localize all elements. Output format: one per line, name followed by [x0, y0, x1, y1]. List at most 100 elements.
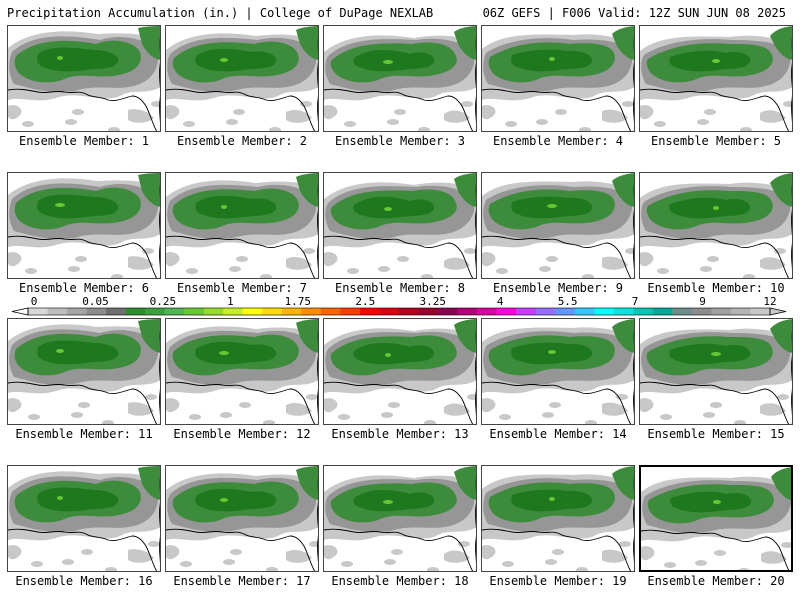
colorbar-tick-label: 0.05	[82, 297, 109, 308]
colorbar-swatch	[652, 308, 673, 315]
ensemble-member-map[interactable]	[639, 318, 793, 425]
colorbar-min-arrow	[11, 307, 29, 316]
colorbar-tick-label: 2.5	[355, 297, 375, 308]
colorbar-swatch	[711, 308, 732, 315]
ensemble-member-map[interactable]	[165, 465, 319, 572]
ensemble-member-map[interactable]	[481, 172, 635, 279]
colorbar-swatch	[399, 308, 419, 315]
ensemble-member-label: Ensemble Member: 14	[489, 427, 627, 441]
colorbar-tick-label: 3.25	[419, 297, 446, 308]
ensemble-member-map[interactable]	[7, 172, 161, 279]
ensemble-member-label: Ensemble Member: 5	[650, 134, 782, 148]
colorbar-swatch	[242, 308, 263, 315]
ensemble-member-label: Ensemble Member: 19	[489, 574, 627, 588]
precip-map-graphic	[166, 26, 318, 131]
ensemble-member-label: Ensemble Member: 16	[15, 574, 153, 588]
colorbar-swatch	[28, 308, 48, 315]
colorbar-swatch	[594, 308, 615, 315]
precip-map-graphic	[640, 319, 792, 424]
ensemble-member-map[interactable]	[481, 318, 635, 425]
colorbar-swatch	[555, 308, 576, 315]
colorbar-tick-label: 1.75	[285, 297, 312, 308]
precip-map-graphic	[8, 466, 160, 571]
colorbar-swatch	[691, 308, 712, 315]
colorbar-swatch	[262, 308, 283, 315]
ensemble-member-label: Ensemble Member: 13	[331, 427, 469, 441]
precip-map-graphic	[324, 26, 476, 131]
ensemble-member-label: Ensemble Member: 10	[647, 281, 785, 295]
colorbar-swatch	[106, 308, 126, 315]
ensemble-member-map[interactable]	[481, 465, 635, 572]
colorbar-swatch	[184, 308, 205, 315]
colorbar-swatch	[750, 308, 771, 315]
ensemble-member-label: Ensemble Member: 18	[331, 574, 469, 588]
colorbar-swatch	[438, 308, 458, 315]
colorbar-tick-label: 9	[699, 297, 706, 308]
colorbar-tick-label: 1	[227, 297, 234, 308]
colorbar-swatch	[477, 308, 497, 315]
colorbar-tick-label: 5.5	[558, 297, 578, 308]
ensemble-member-label: Ensemble Member: 12	[173, 427, 311, 441]
precip-map-graphic	[482, 319, 634, 424]
colorbar-swatch	[418, 308, 439, 315]
ensemble-member-map[interactable]	[323, 465, 477, 572]
colorbar-swatch	[223, 308, 244, 315]
precip-map-graphic	[482, 26, 634, 131]
ensemble-member-map[interactable]	[7, 318, 161, 425]
ensemble-member-map[interactable]	[165, 25, 319, 132]
colorbar-swatch	[86, 308, 107, 315]
colorbar-swatch	[281, 308, 302, 315]
ensemble-member-label: Ensemble Member: 7	[176, 281, 308, 295]
ensemble-member-map[interactable]	[323, 25, 477, 132]
colorbar-swatch	[320, 308, 341, 315]
ensemble-member-map[interactable]	[165, 172, 319, 279]
ensemble-member-map[interactable]	[323, 172, 477, 279]
ensemble-member-map[interactable]	[639, 172, 793, 279]
model-run-info: 06Z GEFS | F006 Valid: 12Z SUN JUN 08 20…	[482, 6, 786, 20]
precip-map-graphic	[482, 466, 634, 571]
colorbar-swatch	[359, 308, 380, 315]
precip-map-graphic	[8, 319, 160, 424]
colorbar-swatch	[67, 308, 87, 315]
colorbar-swatch	[633, 308, 654, 315]
colorbar-tick-label: 0.25	[150, 297, 177, 308]
precip-map-graphic	[324, 466, 476, 571]
colorbar-swatch	[164, 308, 185, 315]
ensemble-member-label: Ensemble Member: 17	[173, 574, 311, 588]
colorbar-swatch	[730, 308, 751, 315]
ensemble-member-label: Ensemble Member: 3	[334, 134, 466, 148]
ensemble-member-map[interactable]	[639, 25, 793, 132]
colorbar-tick-label: 7	[632, 297, 639, 308]
ensemble-member-label: Ensemble Member: 15	[647, 427, 785, 441]
precip-map-graphic	[166, 173, 318, 278]
colorbar-tick-label: 12	[763, 297, 776, 308]
precip-map-graphic	[166, 319, 318, 424]
colorbar-swatch	[203, 308, 224, 315]
ensemble-member-label: Ensemble Member: 9	[492, 281, 624, 295]
precip-map-graphic	[8, 173, 160, 278]
ensemble-member-map[interactable]	[481, 25, 635, 132]
colorbar-swatch	[47, 308, 68, 315]
colorbar-swatch	[516, 308, 536, 315]
precip-colorbar: 0 0.05 0.25 1 1.75 2.5 3.25 4 5.5 7 9 12	[11, 297, 787, 316]
precip-map-graphic	[482, 173, 634, 278]
precip-map-graphic	[166, 466, 318, 571]
ensemble-member-map[interactable]	[165, 318, 319, 425]
map-title: Precipitation Accumulation (in.) | Colle…	[7, 6, 434, 20]
ensemble-member-label: Ensemble Member: 11	[15, 427, 153, 441]
precip-map-graphic	[640, 26, 792, 131]
ensemble-member-map[interactable]	[323, 318, 477, 425]
ensemble-member-label: Ensemble Member: 8	[334, 281, 466, 295]
ensemble-member-label: Ensemble Member: 6	[18, 281, 150, 295]
colorbar-swatch	[301, 308, 322, 315]
ensemble-member-map[interactable]	[7, 25, 161, 132]
colorbar-swatch	[125, 308, 146, 315]
ensemble-member-map[interactable]	[7, 465, 161, 572]
ensemble-member-label: Ensemble Member: 20	[647, 574, 785, 588]
colorbar-swatch	[613, 308, 634, 315]
precip-map-graphic	[641, 467, 791, 570]
ensemble-member-label: Ensemble Member: 2	[176, 134, 308, 148]
precip-map-graphic	[324, 319, 476, 424]
colorbar-swatch	[340, 308, 361, 315]
ensemble-member-map[interactable]	[639, 465, 793, 572]
